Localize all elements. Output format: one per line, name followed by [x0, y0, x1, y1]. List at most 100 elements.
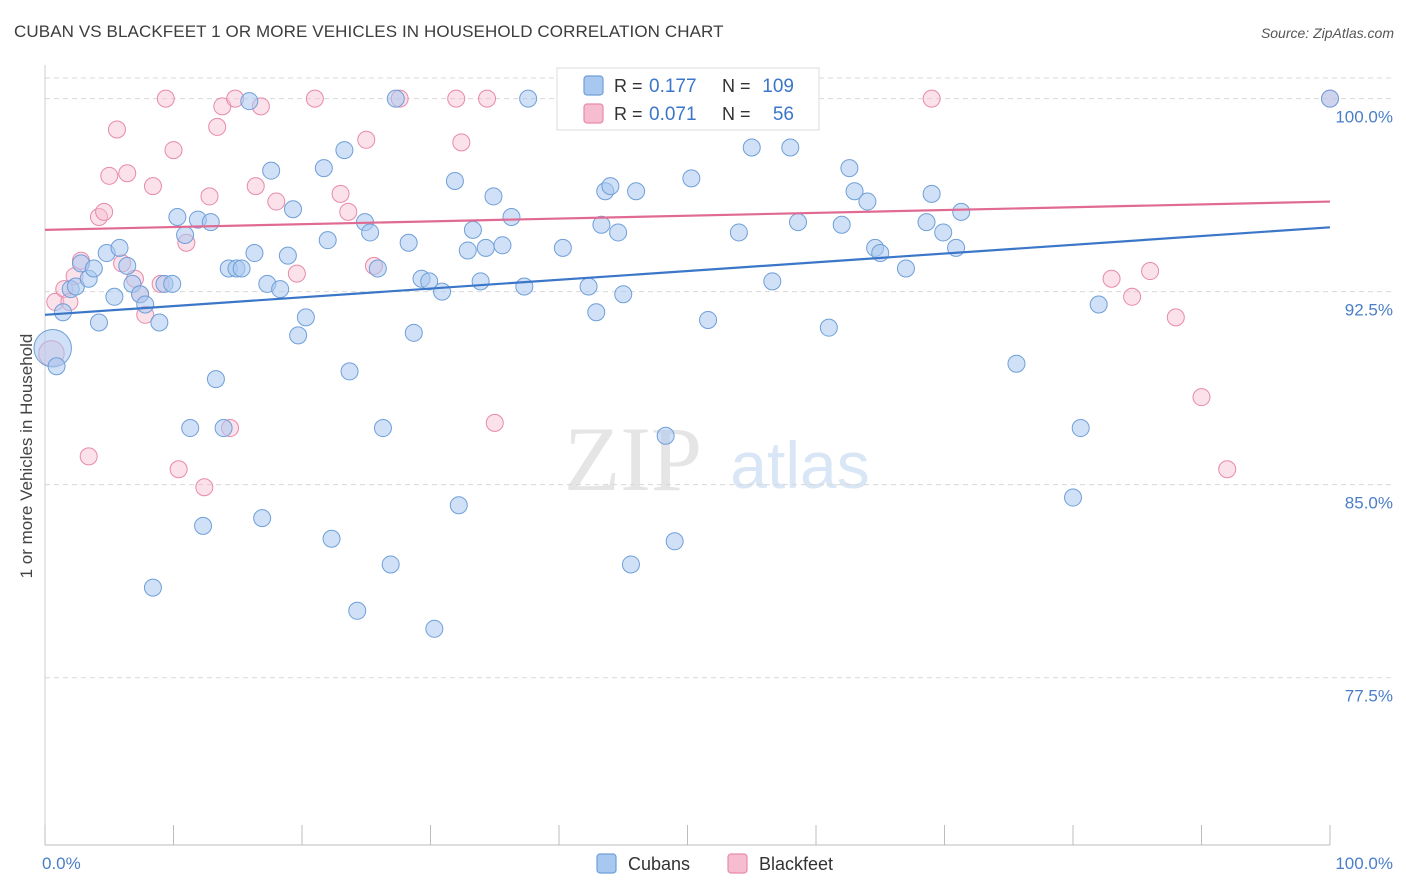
blackfeet-point — [164, 141, 183, 160]
blackfeet-point — [246, 177, 265, 196]
cubans-point — [729, 223, 748, 242]
cubans-point — [656, 426, 675, 445]
stats-r-label-cubans: R = — [614, 76, 643, 96]
cubans-point — [952, 202, 971, 221]
grid-lines — [45, 77, 1392, 679]
legend-swatch-cubans — [596, 853, 617, 874]
blackfeet-point — [339, 202, 358, 221]
blackfeet-point — [267, 192, 286, 211]
cubans-point — [476, 238, 495, 257]
blackfeet-point — [922, 89, 941, 108]
blackfeet-point — [1123, 287, 1142, 306]
cubans-point — [206, 370, 225, 389]
stats-n-label-cubans: N = — [722, 76, 751, 96]
watermark-atlas: atlas — [730, 428, 869, 502]
cubans-point — [781, 138, 800, 157]
cubans-point — [445, 171, 464, 190]
stats-r-value-blackfeet: 0.071 — [649, 104, 697, 125]
cubans-point — [322, 529, 341, 548]
watermark: ZIP atlas — [564, 408, 870, 510]
cubans-point — [579, 277, 598, 296]
stats-legend-swatch-blackfeet — [583, 103, 604, 124]
chart-title: CUBAN VS BLACKFEET 1 OR MORE VEHICLES IN… — [14, 22, 724, 41]
cubans-point — [340, 362, 359, 381]
cubans-point — [553, 238, 572, 257]
cubans-point — [471, 272, 490, 291]
blackfeet-point — [1166, 308, 1185, 327]
cubans-point — [314, 159, 333, 178]
cubans-point — [845, 182, 864, 201]
stats-r-label-blackfeet: R = — [614, 104, 643, 124]
bottom-legend: Cubans Blackfeet — [596, 853, 833, 874]
cubans-point — [214, 419, 233, 438]
cubans-point — [601, 177, 620, 196]
y-tick-label: 100.0% — [1335, 108, 1393, 127]
blackfeet-point — [1192, 388, 1211, 407]
stats-legend: R = 0.177 N = 109 R = 0.071 N = 56 — [556, 67, 820, 131]
cubans-point — [240, 92, 259, 111]
cubans-point — [609, 223, 628, 242]
cubans-point — [245, 244, 264, 263]
y-tick-label: 85.0% — [1345, 494, 1393, 513]
blackfeet-point — [200, 187, 219, 206]
blackfeet-point — [143, 177, 162, 196]
cubans-point — [502, 208, 521, 226]
cubans-point — [449, 496, 468, 515]
blackfeet-point — [331, 184, 350, 203]
legend-label-blackfeet: Blackfeet — [759, 854, 833, 874]
axes: 100.0% 92.5% 85.0% 77.5% 0.0% 100.0% — [42, 65, 1393, 873]
cubans-point — [1321, 89, 1339, 108]
cubans-point — [368, 259, 387, 278]
cubans-point — [592, 215, 611, 234]
cubans-point — [587, 303, 606, 322]
blackfeet-point — [357, 130, 376, 149]
blackfeet-point — [208, 117, 227, 136]
cubans-point — [917, 213, 936, 232]
cubans-point — [1089, 295, 1108, 314]
source-credit: Source: ZipAtlas.com — [1260, 25, 1394, 41]
cubans-point — [47, 357, 66, 376]
legend-swatch-blackfeet — [727, 853, 748, 874]
blackfeet-point — [156, 89, 175, 108]
cubans-point — [1064, 488, 1082, 507]
blackfeet-point — [118, 164, 137, 183]
cubans-point — [399, 233, 418, 252]
cubans-point — [318, 231, 337, 250]
stats-n-value-blackfeet: 56 — [773, 104, 794, 125]
cubans-point — [381, 555, 400, 574]
y-axis-label: 1 or more Vehicles in Household — [17, 334, 36, 579]
cubans-point — [176, 226, 195, 245]
cubans-point — [118, 256, 137, 275]
cubans-point — [1007, 354, 1026, 373]
cubans-point — [621, 555, 640, 574]
blackfeet-point — [1102, 269, 1121, 288]
cubans-point — [493, 236, 512, 255]
cubans-point — [404, 323, 423, 342]
cubans-point — [289, 326, 308, 345]
cubans-point — [253, 509, 272, 528]
blackfeet-point — [195, 478, 214, 497]
blackfeet-point — [287, 264, 306, 283]
cubans-point — [896, 259, 915, 278]
cubans-point — [614, 285, 633, 304]
cubans-point — [386, 89, 405, 108]
blackfeet-point — [1218, 460, 1237, 479]
blackfeet-point — [1141, 262, 1160, 281]
y-tick-label: 92.5% — [1345, 301, 1393, 320]
blackfeet-trend-line — [44, 200, 1331, 231]
stats-n-label-blackfeet: N = — [722, 104, 751, 124]
cubans-point — [682, 169, 701, 188]
cubans-point — [420, 272, 439, 291]
cubans-point — [150, 313, 169, 332]
cubans-point — [763, 272, 782, 291]
cubans-point — [361, 223, 380, 242]
blackfeet-point — [95, 202, 114, 221]
cubans-point — [819, 318, 838, 337]
cubans-point — [484, 187, 503, 206]
cubans-point — [742, 138, 761, 157]
legend-label-cubans: Cubans — [628, 854, 690, 874]
cubans-point — [201, 213, 220, 232]
cubans-point — [515, 277, 534, 296]
cubans-point — [163, 274, 182, 293]
cubans-point — [136, 295, 155, 314]
